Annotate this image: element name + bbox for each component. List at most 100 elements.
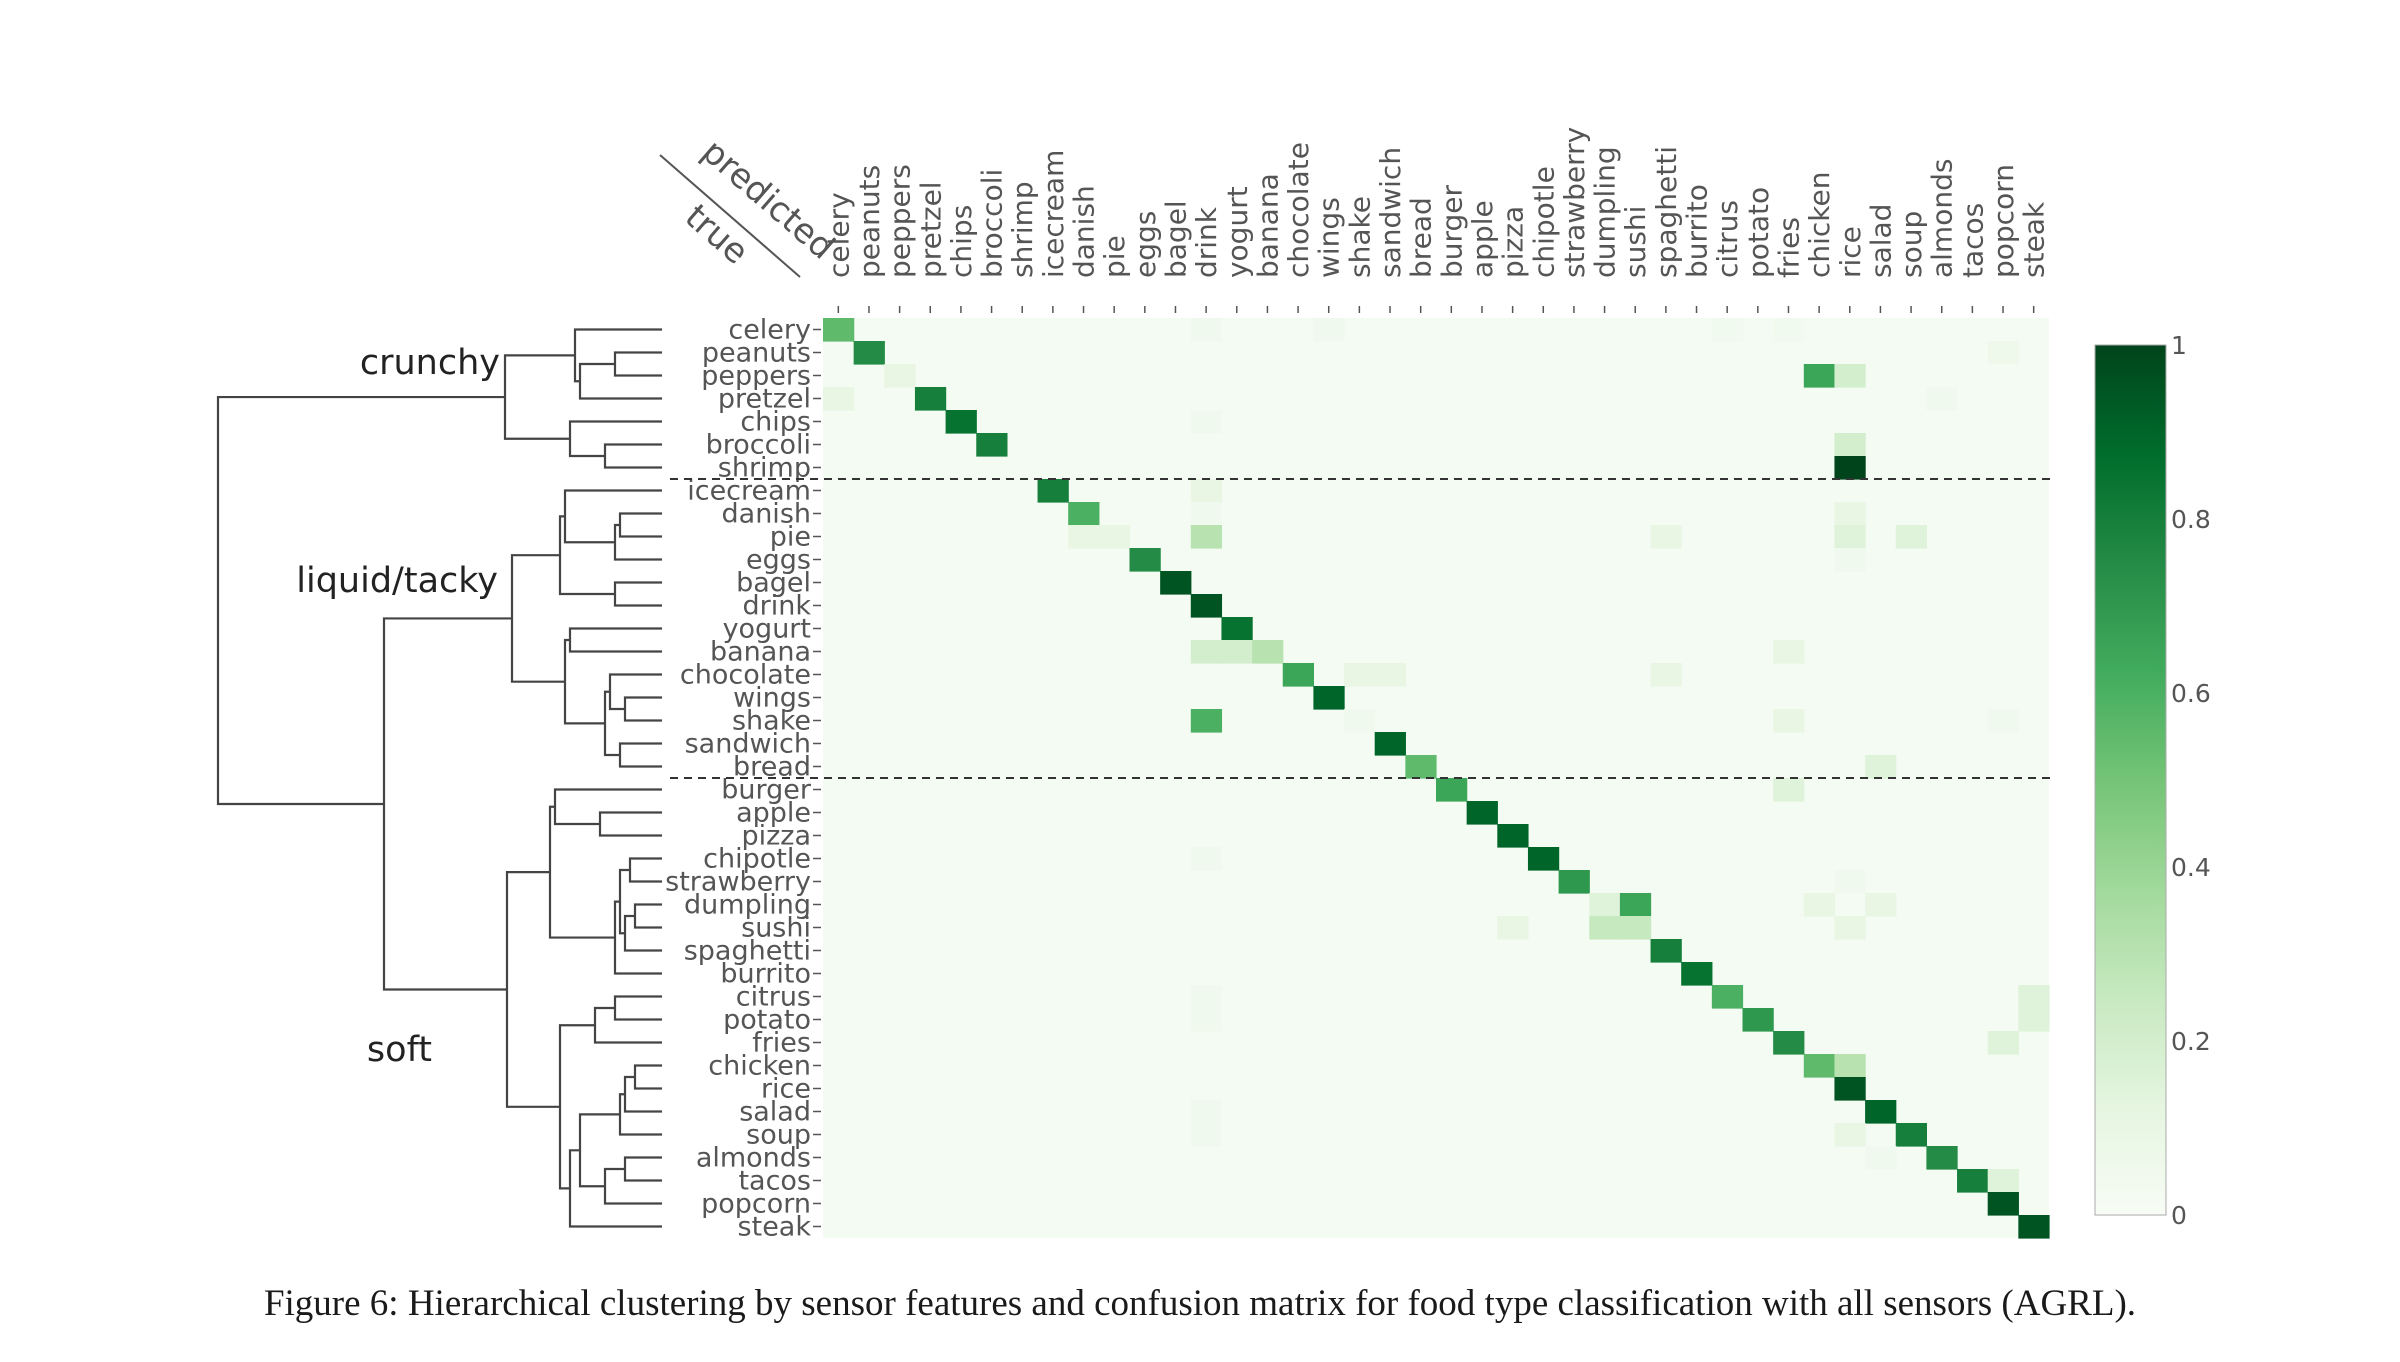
matrix-cell (1190, 1008, 1223, 1032)
matrix-cell (1834, 1077, 1866, 1101)
matrix-cell (1926, 1146, 1958, 1170)
dendrogram-link (613, 351, 662, 377)
matrix-cell (1865, 893, 1897, 917)
matrix-cell (1037, 479, 1069, 503)
matrix-cell (1895, 1123, 1927, 1147)
matrix-cell (1527, 847, 1560, 871)
matrix-cell (853, 341, 885, 365)
matrix-cell (1803, 893, 1836, 917)
matrix-cell (1405, 755, 1437, 779)
column-label: popcorn (1987, 164, 2020, 278)
row-label: banana (710, 637, 811, 668)
dendrogram-link (633, 1064, 662, 1090)
matrix-cell (1619, 916, 1652, 940)
matrix-cell (1068, 525, 1100, 549)
matrix-cell (1190, 847, 1223, 871)
column-label: burger (1435, 184, 1468, 278)
matrix-cell (1589, 916, 1621, 940)
matrix-cell (1803, 364, 1836, 388)
row-label: chipotle (703, 844, 811, 875)
matrix-cell (1834, 916, 1866, 940)
column-label: celery (822, 192, 855, 278)
column-label: tacos (1956, 203, 1989, 278)
matrix-cell (1190, 525, 1223, 549)
dendrogram-link (628, 857, 662, 883)
row-label: strawberry (665, 867, 811, 898)
column-label: pie (1098, 235, 1131, 278)
matrix-cell (1865, 755, 1897, 779)
column-label: eggs (1129, 211, 1162, 278)
matrix-cell (1589, 893, 1621, 917)
matrix-cell (2018, 985, 2050, 1009)
row-label: citrus (736, 982, 811, 1013)
matrix-cell (1466, 801, 1498, 825)
colorbar: 1 0.8 0.6 0.4 0.2 0 (2094, 331, 2211, 1230)
row-label: burrito (720, 959, 811, 990)
column-label: soup (1895, 211, 1928, 278)
matrix-cell (1190, 640, 1223, 664)
cluster-label: liquid/tacky (296, 561, 498, 601)
dendrogram-link (623, 696, 662, 722)
matrix-cell (884, 364, 916, 388)
column-label: yogurt (1221, 186, 1254, 278)
matrix-cell (1190, 502, 1223, 526)
dendrogram-link (608, 673, 662, 711)
matrix-cell (1068, 502, 1100, 526)
row-label: icecream (687, 476, 811, 507)
matrix-cell (1926, 387, 1958, 411)
dendrogram-link (623, 914, 662, 952)
matrix-cell (1773, 709, 1805, 733)
dendrogram-link (598, 811, 662, 837)
matrix-cell (1344, 709, 1376, 733)
matrix-cell (1313, 318, 1345, 342)
matrix-cell (1190, 709, 1223, 733)
column-label: drink (1190, 206, 1223, 278)
matrix-cell (1650, 663, 1682, 687)
dendrogram-link (503, 354, 575, 440)
column-label: danish (1068, 185, 1101, 278)
row-label: chocolate (680, 660, 811, 691)
colorbar-tick-label: 1 (2171, 331, 2187, 360)
row-label: wings (733, 683, 811, 714)
row-label: bagel (736, 568, 811, 599)
dendrogram-link (613, 581, 662, 607)
column-label: almonds (1926, 159, 1959, 278)
column-label: peppers (884, 164, 917, 278)
column-label: shake (1343, 196, 1376, 278)
matrix-cell (1773, 1031, 1805, 1055)
matrix-cell (823, 318, 855, 342)
matrix-cell (1987, 709, 2019, 733)
dendrogram-link (553, 788, 662, 826)
matrix-cell (1987, 1031, 2019, 1055)
matrix-cell (823, 387, 855, 411)
column-label: bread (1405, 197, 1438, 278)
matrix-cell (1558, 870, 1590, 894)
row-label: broccoli (706, 430, 811, 461)
row-label: drink (743, 591, 812, 622)
column-label: strawberry (1558, 127, 1591, 278)
column-label: spaghetti (1650, 146, 1683, 278)
matrix-cell (1681, 962, 1713, 986)
row-label: fries (752, 1028, 811, 1059)
row-label: almonds (696, 1143, 811, 1174)
dendrogram-link (603, 443, 662, 469)
matrix-cell (945, 410, 977, 434)
colorbar-tick-label: 0.2 (2171, 1027, 2211, 1056)
dendrogram-link (563, 489, 662, 544)
dendrogram-link (613, 523, 662, 561)
matrix-cell (1865, 1100, 1897, 1124)
column-label: rice (1834, 226, 1867, 278)
matrix-cell (1313, 686, 1345, 710)
matrix-cell (1773, 640, 1805, 664)
group-separators (670, 478, 2050, 779)
dendrogram-link (382, 617, 512, 991)
column-label: chipotle (1527, 166, 1560, 278)
column-label: shrimp (1006, 181, 1039, 278)
dendrogram-link (216, 395, 505, 806)
cluster-label: crunchy (360, 343, 500, 383)
colorbar-gradient (2094, 344, 2167, 1216)
dendrogram-link (578, 1113, 620, 1188)
dendrogram-link (573, 328, 662, 383)
column-label: steak (2018, 201, 2051, 278)
